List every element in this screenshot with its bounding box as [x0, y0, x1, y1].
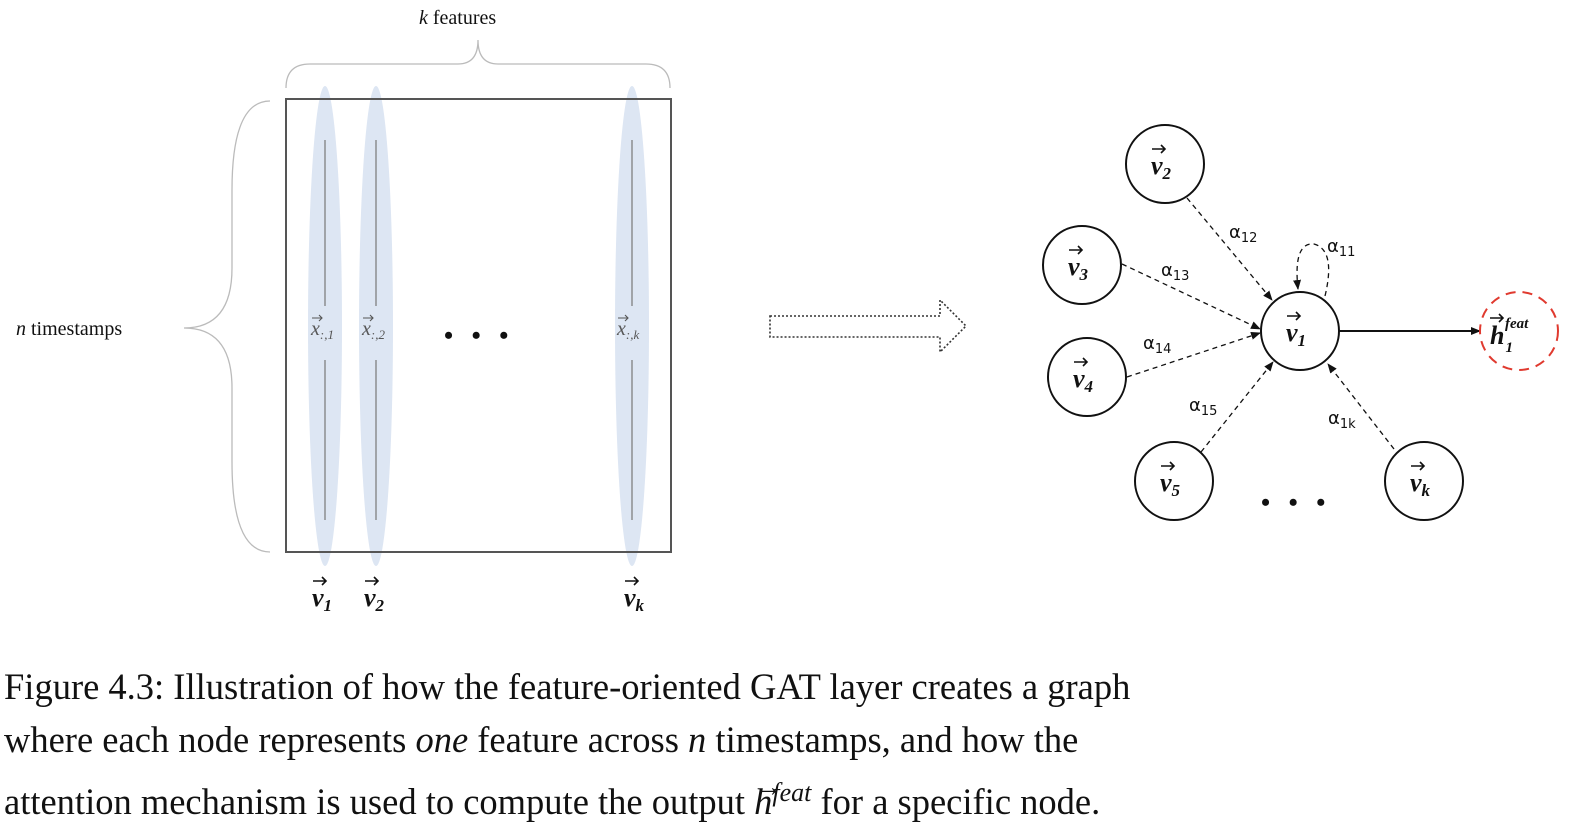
caption-line-2: where each node represents one feature a…	[4, 719, 1079, 760]
vector-arrow-icon	[313, 576, 328, 586]
vector-arrow-icon	[1490, 313, 1505, 323]
column-x-label-k: x:,k	[616, 318, 639, 342]
node-v4	[1047, 337, 1127, 417]
column-highlight-2	[359, 86, 393, 566]
caption-h-vector: → h	[754, 772, 782, 826]
column-v-label-1: v1	[312, 583, 332, 615]
edge-v5-v1	[1200, 361, 1274, 453]
left-brace-label: n timestamps	[16, 318, 122, 340]
column-v-label-2: v2	[364, 583, 385, 615]
node-v4-label: v4	[1073, 364, 1093, 396]
vector-arrow-icon	[1161, 461, 1176, 471]
column-x-label-1: x:,1	[310, 318, 334, 342]
vector-arrow-icon	[1411, 461, 1426, 471]
graph-ellipsis: • • •	[1261, 488, 1331, 517]
node-v2	[1125, 124, 1205, 204]
edge-vk-v1	[1327, 363, 1395, 450]
edge-label-a11: α11	[1327, 236, 1355, 260]
left-brace	[183, 100, 271, 553]
node-v1	[1260, 291, 1340, 371]
node-v3	[1042, 225, 1122, 305]
edge-label-a14: α14	[1143, 333, 1171, 357]
node-v5	[1134, 441, 1214, 521]
node-h1-label: h1feat	[1490, 316, 1529, 356]
figure-caption: Figure 4.3: Illustration of how the feat…	[4, 660, 1578, 826]
edge-v1-self	[1293, 243, 1330, 297]
edge-label-a15: α15	[1189, 395, 1217, 419]
edge-v3-v1	[1121, 263, 1261, 330]
attention-graph: v2 v3 v4 v5 vk v1 h1feat α12 α11 α13 α14…	[1042, 124, 1559, 521]
edge-label-a13: α13	[1161, 260, 1189, 284]
vector-arrow-icon	[365, 576, 380, 586]
diagram-svg: x:,1 x:,2 x:,k • • • v1 v2 vk k features…	[16, 7, 1559, 615]
vector-arrow-icon	[618, 314, 629, 322]
transition-arrow-icon	[769, 298, 968, 354]
vector-arrow-icon	[363, 314, 374, 322]
column-highlight-k	[615, 86, 649, 566]
caption-line-3: attention mechanism is used to compute t…	[4, 766, 1578, 826]
matrix-ellipsis: • • •	[444, 321, 514, 350]
matrix-box	[285, 98, 672, 553]
vector-arrow-icon	[1152, 144, 1167, 154]
node-v2-label: v2	[1151, 151, 1172, 183]
vector-arrow-icon: →	[754, 772, 783, 804]
column-x-label-2: x:,2	[361, 318, 385, 342]
column-highlight-1	[308, 86, 342, 566]
caption-line-1: Figure 4.3: Illustration of how the feat…	[4, 666, 1131, 707]
node-h1-output	[1479, 291, 1559, 371]
vector-arrow-icon	[1287, 311, 1302, 321]
vector-arrow-icon	[625, 576, 640, 586]
node-vk-label: vk	[1410, 468, 1431, 500]
node-v3-label: v3	[1068, 252, 1089, 284]
vector-arrow-icon	[312, 314, 323, 322]
column-v-label-k: vk	[624, 583, 645, 615]
top-brace	[285, 39, 671, 89]
edge-v2-v1	[1186, 197, 1273, 301]
edge-label-a12: α12	[1229, 222, 1257, 246]
edge-label-a1k: α1k	[1328, 408, 1356, 432]
feature-matrix: x:,1 x:,2 x:,k • • • v1 v2 vk k features…	[16, 7, 672, 615]
vector-arrow-icon	[1074, 357, 1089, 367]
node-vk	[1384, 441, 1464, 521]
node-v1-label: v1	[1286, 318, 1306, 350]
vector-arrow-icon	[1069, 245, 1084, 255]
top-brace-label: k features	[419, 7, 496, 29]
node-v5-label: v5	[1160, 468, 1181, 500]
